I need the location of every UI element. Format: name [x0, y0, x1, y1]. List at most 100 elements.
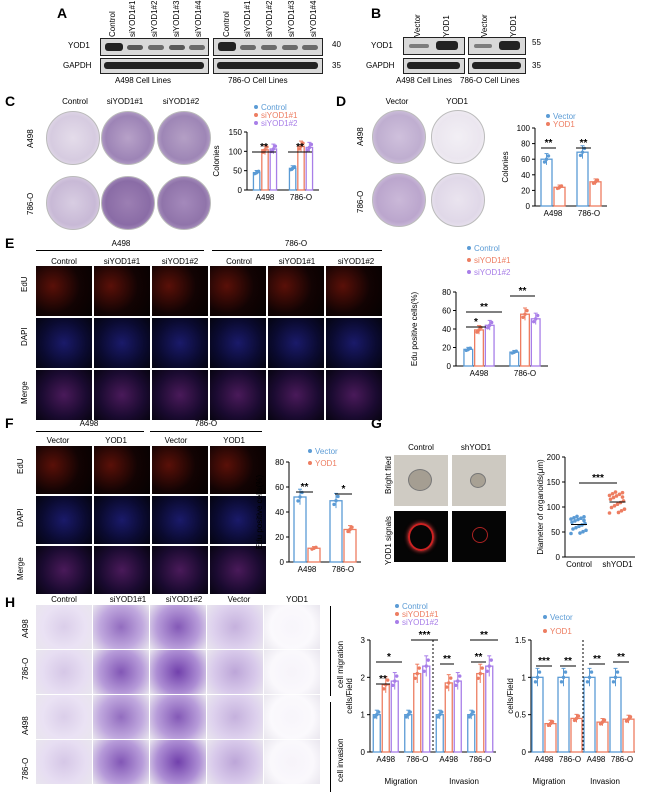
- micrograph-tile: [36, 650, 92, 694]
- data-point: [436, 715, 440, 719]
- legend-marker: [546, 122, 550, 126]
- micrograph-tile: [152, 446, 208, 494]
- micrograph-tile: [152, 370, 208, 420]
- micrograph-tile: [268, 370, 324, 420]
- legend-marker: [467, 246, 471, 250]
- data-point: [576, 517, 580, 522]
- data-point: [477, 328, 481, 332]
- col-label: YOD1: [446, 97, 468, 106]
- bar: [463, 348, 474, 367]
- y-tick-label: 20: [442, 344, 451, 353]
- data-point: [438, 712, 442, 717]
- col-label: Vector: [385, 97, 409, 106]
- micrograph-tile: [36, 605, 92, 649]
- data-point: [571, 527, 575, 531]
- y-tick-label: 80: [275, 458, 284, 467]
- data-point: [391, 683, 395, 688]
- data-point: [582, 518, 586, 523]
- col-label: YOD1: [105, 436, 127, 445]
- data-point: [615, 670, 620, 674]
- micrograph-tile: [207, 740, 263, 784]
- micrograph-tile: [207, 605, 263, 649]
- data-point: [256, 169, 261, 174]
- data-point: [305, 148, 310, 152]
- x-group-label: Migration: [385, 777, 418, 786]
- legend-marker: [543, 629, 547, 633]
- dish-image: [157, 111, 211, 165]
- micrograph-tile: [36, 695, 92, 739]
- y-tick-label: 2: [361, 673, 366, 682]
- micrograph-tile: [94, 446, 150, 494]
- y-tick-label: 100: [517, 124, 531, 133]
- yod1-signal-image: [394, 511, 448, 562]
- significance-label: **: [379, 674, 387, 685]
- micrograph-tile: [150, 650, 206, 694]
- legend-label: YOD1: [553, 120, 575, 129]
- legend-label: siYOD1#1: [402, 610, 439, 619]
- col-label: Vector: [46, 436, 70, 445]
- x-tick-label: A498: [439, 755, 458, 764]
- blot-yod1-786o: [468, 37, 526, 55]
- micrograph-tile: [152, 496, 208, 544]
- legend-label: Vector: [315, 447, 338, 456]
- data-point: [579, 516, 583, 520]
- panel-label-a: A: [57, 5, 68, 21]
- data-point: [440, 710, 444, 714]
- micrograph-tile: [36, 318, 92, 368]
- blot-gapdh-a498: [403, 58, 465, 74]
- col-label: siYOD1#2: [337, 257, 375, 266]
- legend-marker: [308, 449, 312, 453]
- micrograph-tile: [210, 446, 266, 494]
- significance-label: **: [617, 652, 625, 663]
- significance-label: **: [545, 138, 553, 149]
- data-point: [487, 323, 492, 327]
- data-point: [271, 147, 276, 151]
- data-point: [610, 491, 615, 496]
- x-tick-label: shYOD1: [602, 560, 633, 569]
- data-point: [580, 150, 585, 154]
- significance-label: **: [480, 630, 488, 641]
- micrograph-tile: [268, 266, 324, 316]
- dish-image: [372, 173, 426, 227]
- data-point: [478, 671, 482, 676]
- micrograph-tile: [150, 695, 206, 739]
- data-point: [273, 144, 278, 148]
- significance-label: **: [593, 654, 601, 665]
- data-point: [546, 154, 551, 158]
- micrograph-tile: [207, 650, 263, 694]
- data-point: [569, 517, 573, 521]
- significance-label: ***: [538, 656, 550, 667]
- row-label-gapdh: GAPDH: [63, 61, 92, 70]
- y-tick-label: 0: [238, 186, 243, 195]
- data-point: [537, 670, 542, 674]
- x-tick-label: A498: [544, 209, 563, 218]
- micrograph-tile: [210, 370, 266, 420]
- bar: [557, 676, 570, 753]
- dish-image: [431, 110, 485, 164]
- bar: [435, 714, 444, 753]
- micrograph-tile: [36, 496, 92, 544]
- data-point: [609, 505, 614, 510]
- legend-label: siYOD1#2: [261, 119, 298, 128]
- bar: [293, 496, 307, 563]
- x-tick-label: 786-O: [578, 209, 600, 218]
- data-point: [314, 545, 318, 549]
- micrograph-tile: [36, 266, 92, 316]
- data-point: [559, 184, 564, 188]
- micrograph-tile: [36, 740, 92, 784]
- significance-label: ***: [592, 473, 604, 484]
- legend-label: siYOD1#1: [261, 111, 298, 120]
- data-point: [535, 675, 540, 680]
- col-label: siYOD1#2: [165, 595, 203, 604]
- micrograph-tile: [36, 370, 92, 420]
- col-label: Control: [62, 97, 88, 106]
- significance-label: **: [260, 142, 268, 153]
- x-tick-label: 786-O: [559, 755, 581, 764]
- y-tick-label: 0: [526, 202, 531, 211]
- dish-image: [101, 111, 155, 165]
- data-point: [297, 147, 301, 151]
- panel-label-h: H: [5, 594, 16, 610]
- significance-label: **: [301, 482, 309, 493]
- dish-image: [101, 176, 155, 230]
- blot-yod1-786o: [213, 38, 323, 56]
